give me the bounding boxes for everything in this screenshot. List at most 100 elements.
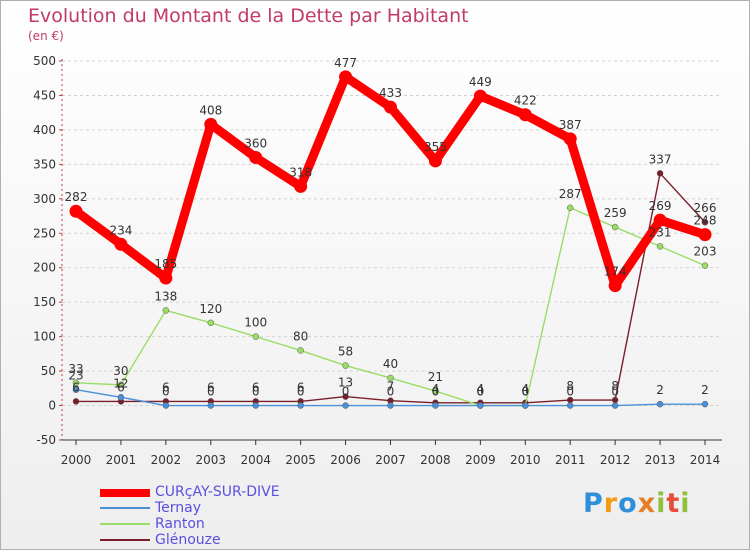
data-label: 174: [604, 265, 627, 279]
data-label: 0: [297, 385, 305, 399]
data-label: 120: [199, 302, 222, 316]
legend-label: Ranton: [155, 516, 205, 532]
data-label: 0: [342, 385, 350, 399]
data-label: 0: [477, 385, 485, 399]
data-label: 8: [611, 379, 619, 393]
data-label: 185: [154, 257, 177, 271]
data-label: 231: [649, 225, 672, 239]
data-label: 0: [432, 385, 440, 399]
data-label: 234: [109, 223, 132, 237]
data-point: [72, 386, 80, 393]
data-label: 13: [338, 376, 353, 390]
data-point: [162, 307, 170, 314]
data-label: 7: [387, 380, 395, 394]
legend-label: CURçAY-SUR-DIVE: [155, 484, 280, 500]
data-label: 433: [379, 86, 402, 100]
chart-title: Evolution du Montant de la Dette par Hab…: [28, 5, 469, 27]
data-label: 0: [252, 385, 260, 399]
data-point: [159, 271, 173, 285]
data-label: 0: [566, 385, 574, 399]
y-tick-label: 100: [33, 330, 56, 344]
data-point: [204, 117, 218, 131]
data-point: [117, 394, 125, 401]
brand-letter: i: [656, 488, 667, 519]
data-label: 6: [72, 380, 80, 394]
legend-swatch: [100, 539, 150, 541]
data-label: 100: [244, 316, 267, 330]
data-point: [608, 279, 622, 293]
data-label: 2: [701, 383, 709, 397]
data-label: 40: [383, 357, 398, 371]
x-tick-label: 2014: [690, 453, 721, 467]
data-point: [162, 402, 170, 409]
data-point: [563, 132, 577, 146]
data-label: 422: [514, 94, 537, 108]
data-point: [473, 89, 487, 103]
data-label: 0: [521, 385, 529, 399]
data-label: 360: [244, 136, 267, 150]
data-point: [432, 402, 439, 409]
data-point: [566, 402, 574, 409]
legend-swatch: [100, 489, 150, 497]
legend-swatch: [100, 523, 150, 525]
legend-item: CURçAY-SUR-DIVE: [100, 484, 360, 500]
legend-item: Ternay: [100, 500, 360, 516]
data-label: 6: [252, 380, 260, 394]
data-point: [518, 108, 532, 122]
data-point: [653, 213, 667, 227]
data-label: 355: [424, 140, 447, 154]
data-point: [294, 179, 308, 193]
x-tick-label: 2005: [285, 453, 316, 467]
x-tick-label: 2006: [330, 453, 361, 467]
data-point: [72, 398, 80, 405]
y-tick-label: 250: [33, 226, 56, 240]
data-point: [698, 228, 712, 242]
data-label: 6: [117, 380, 125, 394]
data-point: [342, 393, 349, 400]
brand-letter: r: [603, 488, 619, 519]
data-label: 318: [289, 165, 312, 179]
data-point: [249, 150, 263, 164]
data-point: [252, 402, 259, 409]
data-label: 248: [694, 214, 717, 228]
x-tick-label: 2001: [106, 453, 137, 467]
y-tick-label: 200: [33, 261, 56, 275]
data-label: 266: [694, 201, 717, 215]
y-tick-label: 500: [33, 54, 56, 68]
data-label: 6: [162, 380, 170, 394]
chart-subtitle: (en €): [28, 29, 64, 43]
x-tick-label: 2012: [600, 453, 631, 467]
x-tick-label: 2008: [420, 453, 451, 467]
data-label: 449: [469, 75, 492, 89]
data-point: [611, 402, 619, 409]
data-point: [656, 400, 664, 408]
legend-swatch: [100, 507, 150, 509]
data-label: 203: [694, 245, 717, 259]
data-label: 2: [656, 383, 664, 397]
data-point: [117, 381, 125, 389]
data-label: 0: [387, 385, 395, 399]
data-label: 0: [162, 385, 170, 399]
brand-letter: x: [637, 488, 657, 519]
x-tick-label: 2013: [645, 453, 676, 467]
brand-letter: o: [618, 488, 638, 519]
legend-item: Glénouze: [100, 532, 360, 548]
data-point: [207, 402, 215, 409]
y-tick-label: 50: [41, 364, 56, 378]
legend-item: Ranton: [100, 516, 360, 532]
data-point: [114, 237, 128, 251]
brand-letter: t: [666, 488, 681, 519]
data-label: 80: [293, 329, 308, 343]
data-point: [611, 223, 619, 231]
data-label: 0: [521, 385, 529, 399]
data-label: 12: [113, 376, 128, 390]
data-label: 0: [611, 385, 619, 399]
data-label: 477: [334, 56, 357, 70]
x-tick-label: 2009: [465, 453, 496, 467]
data-point: [252, 333, 259, 340]
x-tick-label: 2011: [555, 453, 586, 467]
brand-letter: P: [583, 488, 604, 519]
data-point: [297, 402, 304, 409]
data-label: 4: [432, 382, 440, 396]
